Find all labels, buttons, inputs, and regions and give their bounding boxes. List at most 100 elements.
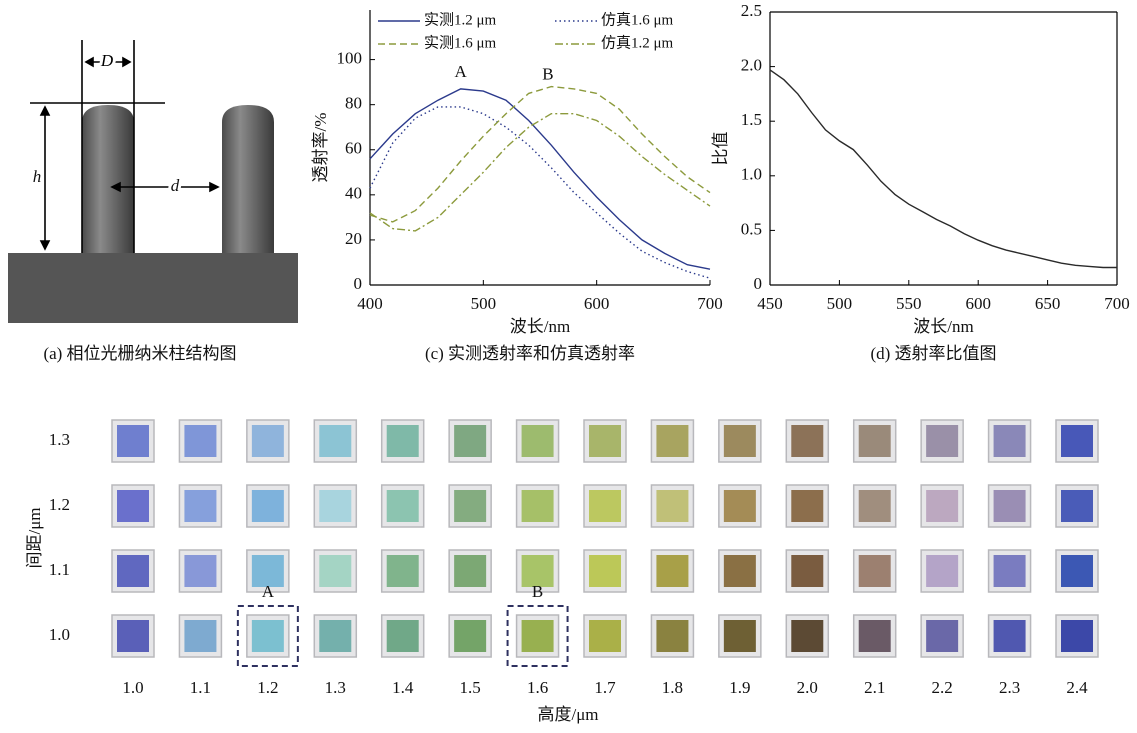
data-line [370,114,710,231]
x-axis-label: 波长/nm [913,317,973,336]
swatch [926,555,958,587]
swatch [589,620,621,652]
swatch [319,620,351,652]
swatch [387,425,419,457]
column-label: 1.8 [662,678,683,697]
row-label: 1.2 [49,495,70,514]
swatch-grid: 1.31.21.11.01.01.11.21.31.41.51.61.71.81… [25,420,1098,724]
swatch [319,490,351,522]
column-label: 2.1 [864,678,885,697]
label-d: d [171,176,180,195]
swatch [994,490,1026,522]
swatch [252,425,284,457]
swatch [859,620,891,652]
caption: (a) 相位光栅纳米柱结构图 [43,344,236,363]
y-tick-label: 40 [345,184,362,203]
figure: D h d (a) 相位光栅纳米柱结构图 4005006007000204060… [0,0,1137,733]
marker-label: B [532,582,543,601]
swatch [859,425,891,457]
column-label: 2.2 [932,678,953,697]
y-tick-label: 1.5 [741,110,762,129]
x-tick-label: 500 [471,294,497,313]
swatch [791,620,823,652]
y-tick-label: 1.0 [741,165,762,184]
swatch [184,620,216,652]
swatch [589,555,621,587]
swatch [319,425,351,457]
swatch [522,620,554,652]
swatch [184,490,216,522]
column-label: 2.3 [999,678,1020,697]
y-axis-label: 透射率/% [311,113,330,183]
swatch [724,425,756,457]
swatch [454,555,486,587]
swatch [791,490,823,522]
caption: (d) 透射率比值图 [870,344,996,363]
column-label: 2.0 [797,678,818,697]
swatch [454,425,486,457]
substrate [8,253,298,323]
row-label: 1.3 [49,430,70,449]
label-h: h [33,167,42,186]
swatch [387,620,419,652]
swatch [791,555,823,587]
swatch [454,620,486,652]
swatch [1061,555,1093,587]
structure-diagram: D h d (a) 相位光栅纳米柱结构图 [8,40,298,363]
annotation: B [542,64,553,83]
x-axis-label: 波长/nm [510,317,570,336]
legend-label: 实测1.2 μm [424,11,497,28]
label-D: D [100,51,114,70]
data-line [370,87,710,222]
x-axis-label: 高度/μm [537,705,598,724]
swatch [926,620,958,652]
swatch [252,620,284,652]
legend-label: 仿真1.2 μm [601,33,674,51]
swatch [117,425,149,457]
swatch [656,555,688,587]
swatch [522,490,554,522]
swatch [117,490,149,522]
swatch [724,490,756,522]
chart: 45050055060065070000.51.01.52.02.5波长/nm比… [711,1,1130,363]
swatch [454,490,486,522]
swatch [252,490,284,522]
swatch [117,620,149,652]
caption: (c) 实测透射率和仿真透射率 [425,344,635,363]
y-tick-label: 80 [345,94,362,113]
y-tick-label: 2.5 [741,1,762,20]
y-tick-label: 0.5 [741,219,762,238]
y-tick-label: 20 [345,229,362,248]
y-tick-label: 0 [754,274,763,293]
swatch [117,555,149,587]
swatch [387,555,419,587]
pillar [222,105,274,253]
annotation: A [455,62,468,81]
column-label: 1.4 [392,678,414,697]
data-line [770,70,1117,268]
marker-label: A [262,582,275,601]
y-tick-label: 0 [354,274,363,293]
x-tick-label: 450 [757,294,783,313]
column-label: 2.4 [1066,678,1088,697]
swatch [994,425,1026,457]
y-tick-label: 100 [337,48,363,67]
swatch [724,555,756,587]
swatch [994,555,1026,587]
swatch [994,620,1026,652]
swatch [656,425,688,457]
column-label: 1.1 [190,678,211,697]
swatch [387,490,419,522]
swatch [589,425,621,457]
y-axis-label: 比值 [711,132,730,166]
x-tick-label: 700 [1104,294,1130,313]
row-label: 1.0 [49,625,70,644]
chart: 400500600700020406080100波长/nm透射率/%(c) 实测… [311,10,723,363]
pillar [82,105,134,253]
legend-label: 仿真1.6 μm [601,10,674,28]
swatch [184,555,216,587]
column-label: 1.7 [594,678,616,697]
swatch [1061,490,1093,522]
x-tick-label: 650 [1035,294,1061,313]
swatch [926,425,958,457]
